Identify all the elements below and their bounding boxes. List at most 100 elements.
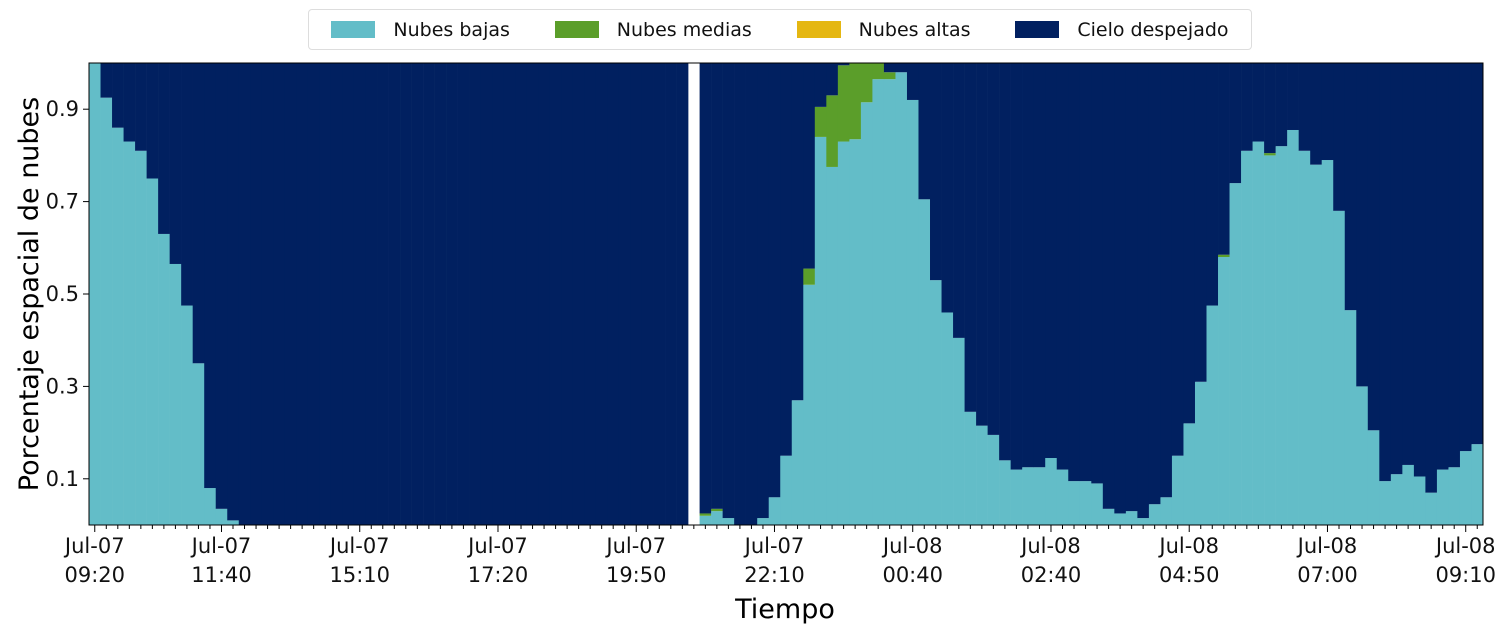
bar-segment	[365, 63, 378, 525]
bar-segment	[353, 63, 366, 525]
y-axis-label: Porcentaje espacial de nubes	[14, 97, 45, 491]
bar-segment	[883, 72, 896, 80]
x-tick-label: Jul-08 04:50	[1158, 534, 1220, 587]
bar-segment	[1102, 508, 1115, 525]
legend-label: Cielo despejado	[1077, 18, 1229, 41]
bar-segment	[330, 63, 343, 525]
bar-segment	[1045, 458, 1058, 525]
bar-segment	[849, 63, 862, 140]
bar-segment	[780, 455, 793, 525]
bar-segment	[964, 63, 977, 412]
bar-segment	[135, 150, 147, 525]
x-tick-label: Jul-07 11:40	[191, 534, 252, 587]
bar-segment	[1425, 63, 1438, 493]
bar-segment	[918, 63, 931, 200]
bar-segment	[918, 199, 931, 526]
legend: Nubes bajas Nubes medias Nubes altas Cielo …	[308, 9, 1252, 50]
bar-segment	[1102, 63, 1115, 509]
bar-segment	[699, 513, 712, 516]
bar-segment	[1344, 310, 1357, 525]
legend-swatch	[554, 21, 599, 38]
bar-segment	[860, 63, 873, 103]
bar-segment	[169, 263, 182, 525]
bar-segment	[1148, 63, 1161, 505]
bar-segment	[446, 63, 458, 525]
bar-segment	[976, 425, 988, 525]
bar-segment	[953, 63, 965, 338]
bar-segment	[1206, 63, 1219, 306]
bar-segment	[826, 63, 839, 96]
bar-segment	[1287, 63, 1299, 130]
bar-segment	[146, 63, 159, 179]
bar-segment	[906, 63, 919, 100]
bar-segment	[1229, 183, 1242, 525]
bar-segment	[814, 63, 827, 107]
bar-segment	[1137, 518, 1150, 525]
bar-segment	[1436, 469, 1449, 525]
bar-segment	[803, 63, 816, 269]
x-tick-label: Jul-08 09:10	[1435, 534, 1496, 587]
y-tick-label: 0.9	[46, 97, 79, 121]
bar-segment	[1367, 430, 1380, 525]
bar-segment	[89, 63, 101, 525]
bar-segment	[1114, 63, 1127, 514]
bar-segment	[1287, 129, 1299, 526]
legend-swatch	[796, 21, 841, 38]
bar-segment	[1367, 63, 1380, 431]
bar-segment	[1068, 63, 1081, 482]
bar-segment	[1264, 153, 1276, 156]
bar-segment	[883, 63, 896, 73]
bar-segment	[307, 63, 320, 525]
bar-segment	[699, 515, 712, 525]
bar-segment	[1206, 305, 1219, 525]
bar-segment	[1160, 63, 1173, 498]
bar-segment	[549, 63, 562, 525]
bar-segment	[745, 63, 758, 525]
bar-segment	[1022, 63, 1034, 468]
bar-segment	[1079, 63, 1092, 482]
bar-segment	[1171, 63, 1184, 456]
bar-segment	[204, 488, 217, 525]
bar-segment	[434, 63, 447, 525]
bar-segment	[1459, 451, 1472, 525]
bar-segment	[1275, 63, 1288, 147]
bar-segment	[123, 63, 136, 142]
bar-segment	[1068, 481, 1081, 525]
bar-segment	[1321, 160, 1334, 525]
bar-segment	[515, 63, 528, 525]
bar-segment	[711, 511, 723, 525]
bar-segment	[1091, 63, 1104, 484]
bar-segment	[837, 65, 850, 142]
bar-segment	[227, 63, 240, 521]
bar-segment	[941, 312, 954, 525]
bar-segment	[296, 63, 309, 525]
bar-segment	[400, 63, 412, 525]
bar-segment	[492, 63, 505, 525]
bar-segment	[238, 63, 251, 525]
bar-segment	[895, 63, 908, 73]
bar-segment	[803, 284, 816, 525]
bar-segment	[181, 63, 193, 306]
x-tick-label: Jul-08 07:00	[1297, 534, 1358, 587]
bar-segment	[1425, 492, 1438, 525]
bar-segment	[768, 63, 781, 498]
bar-segment	[1379, 481, 1392, 525]
bar-segment	[1056, 63, 1069, 470]
bar-segment	[1448, 467, 1461, 525]
legend-item: Cielo despejado	[1015, 18, 1229, 41]
y-tick-label: 0.7	[46, 190, 79, 214]
bar-segment	[826, 166, 839, 525]
bar-segment	[722, 63, 735, 519]
bar-segment	[250, 63, 263, 525]
bar-segment	[561, 63, 574, 525]
bar-segment	[1091, 483, 1104, 525]
y-tick-label: 0.3	[46, 374, 79, 398]
bar-segment	[1264, 63, 1276, 154]
bar-segment	[872, 79, 885, 526]
bar-segment	[595, 63, 608, 525]
bar-segment	[572, 63, 585, 525]
bar-segment	[895, 72, 908, 526]
bar-segment	[665, 63, 677, 525]
